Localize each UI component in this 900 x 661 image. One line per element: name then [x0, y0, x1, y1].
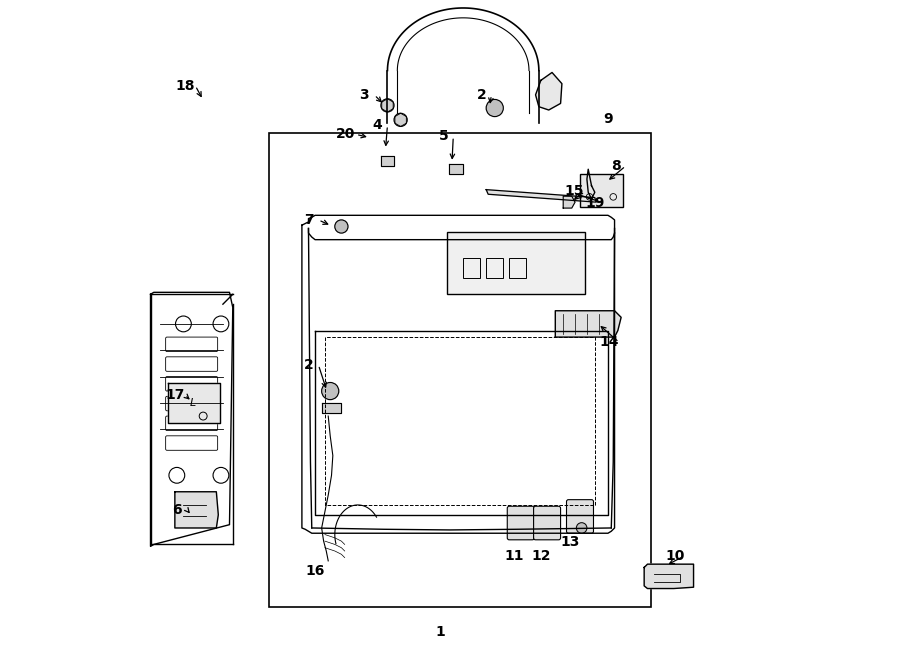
Text: 11: 11: [505, 549, 525, 563]
Polygon shape: [175, 492, 219, 528]
Polygon shape: [563, 196, 575, 208]
Text: 14: 14: [599, 335, 619, 350]
Text: 4: 4: [373, 118, 382, 132]
Text: 16: 16: [305, 564, 325, 578]
Text: 19: 19: [585, 196, 605, 210]
Text: 15: 15: [564, 184, 583, 198]
Circle shape: [576, 523, 587, 533]
Circle shape: [321, 383, 338, 400]
Polygon shape: [644, 564, 694, 588]
Text: 12: 12: [531, 549, 551, 563]
Text: 13: 13: [560, 535, 580, 549]
FancyBboxPatch shape: [580, 174, 623, 208]
Polygon shape: [168, 383, 220, 422]
Bar: [509, 258, 526, 278]
Text: 17: 17: [166, 388, 184, 402]
Bar: [486, 258, 503, 278]
Text: 20: 20: [337, 128, 356, 141]
Text: 2: 2: [477, 88, 487, 102]
Text: 5: 5: [438, 130, 448, 143]
FancyBboxPatch shape: [508, 506, 535, 540]
Polygon shape: [536, 73, 562, 110]
Circle shape: [335, 220, 348, 233]
FancyBboxPatch shape: [566, 500, 593, 533]
Polygon shape: [555, 311, 621, 337]
Polygon shape: [486, 190, 596, 202]
Polygon shape: [381, 156, 394, 166]
Text: 9: 9: [603, 112, 613, 126]
Text: 1: 1: [436, 625, 445, 639]
Text: 8: 8: [611, 159, 621, 173]
Text: 3: 3: [360, 88, 369, 102]
Circle shape: [394, 113, 407, 126]
Text: 6: 6: [172, 502, 182, 516]
Text: 18: 18: [176, 79, 195, 93]
Text: 2: 2: [303, 358, 313, 371]
Circle shape: [381, 98, 394, 112]
Text: 10: 10: [665, 549, 685, 563]
FancyBboxPatch shape: [446, 232, 585, 294]
Text: 7: 7: [303, 213, 313, 227]
FancyBboxPatch shape: [534, 506, 561, 540]
Text: L: L: [190, 398, 196, 408]
Circle shape: [486, 99, 503, 116]
Polygon shape: [321, 403, 341, 412]
Bar: [464, 258, 480, 278]
Polygon shape: [449, 164, 464, 174]
